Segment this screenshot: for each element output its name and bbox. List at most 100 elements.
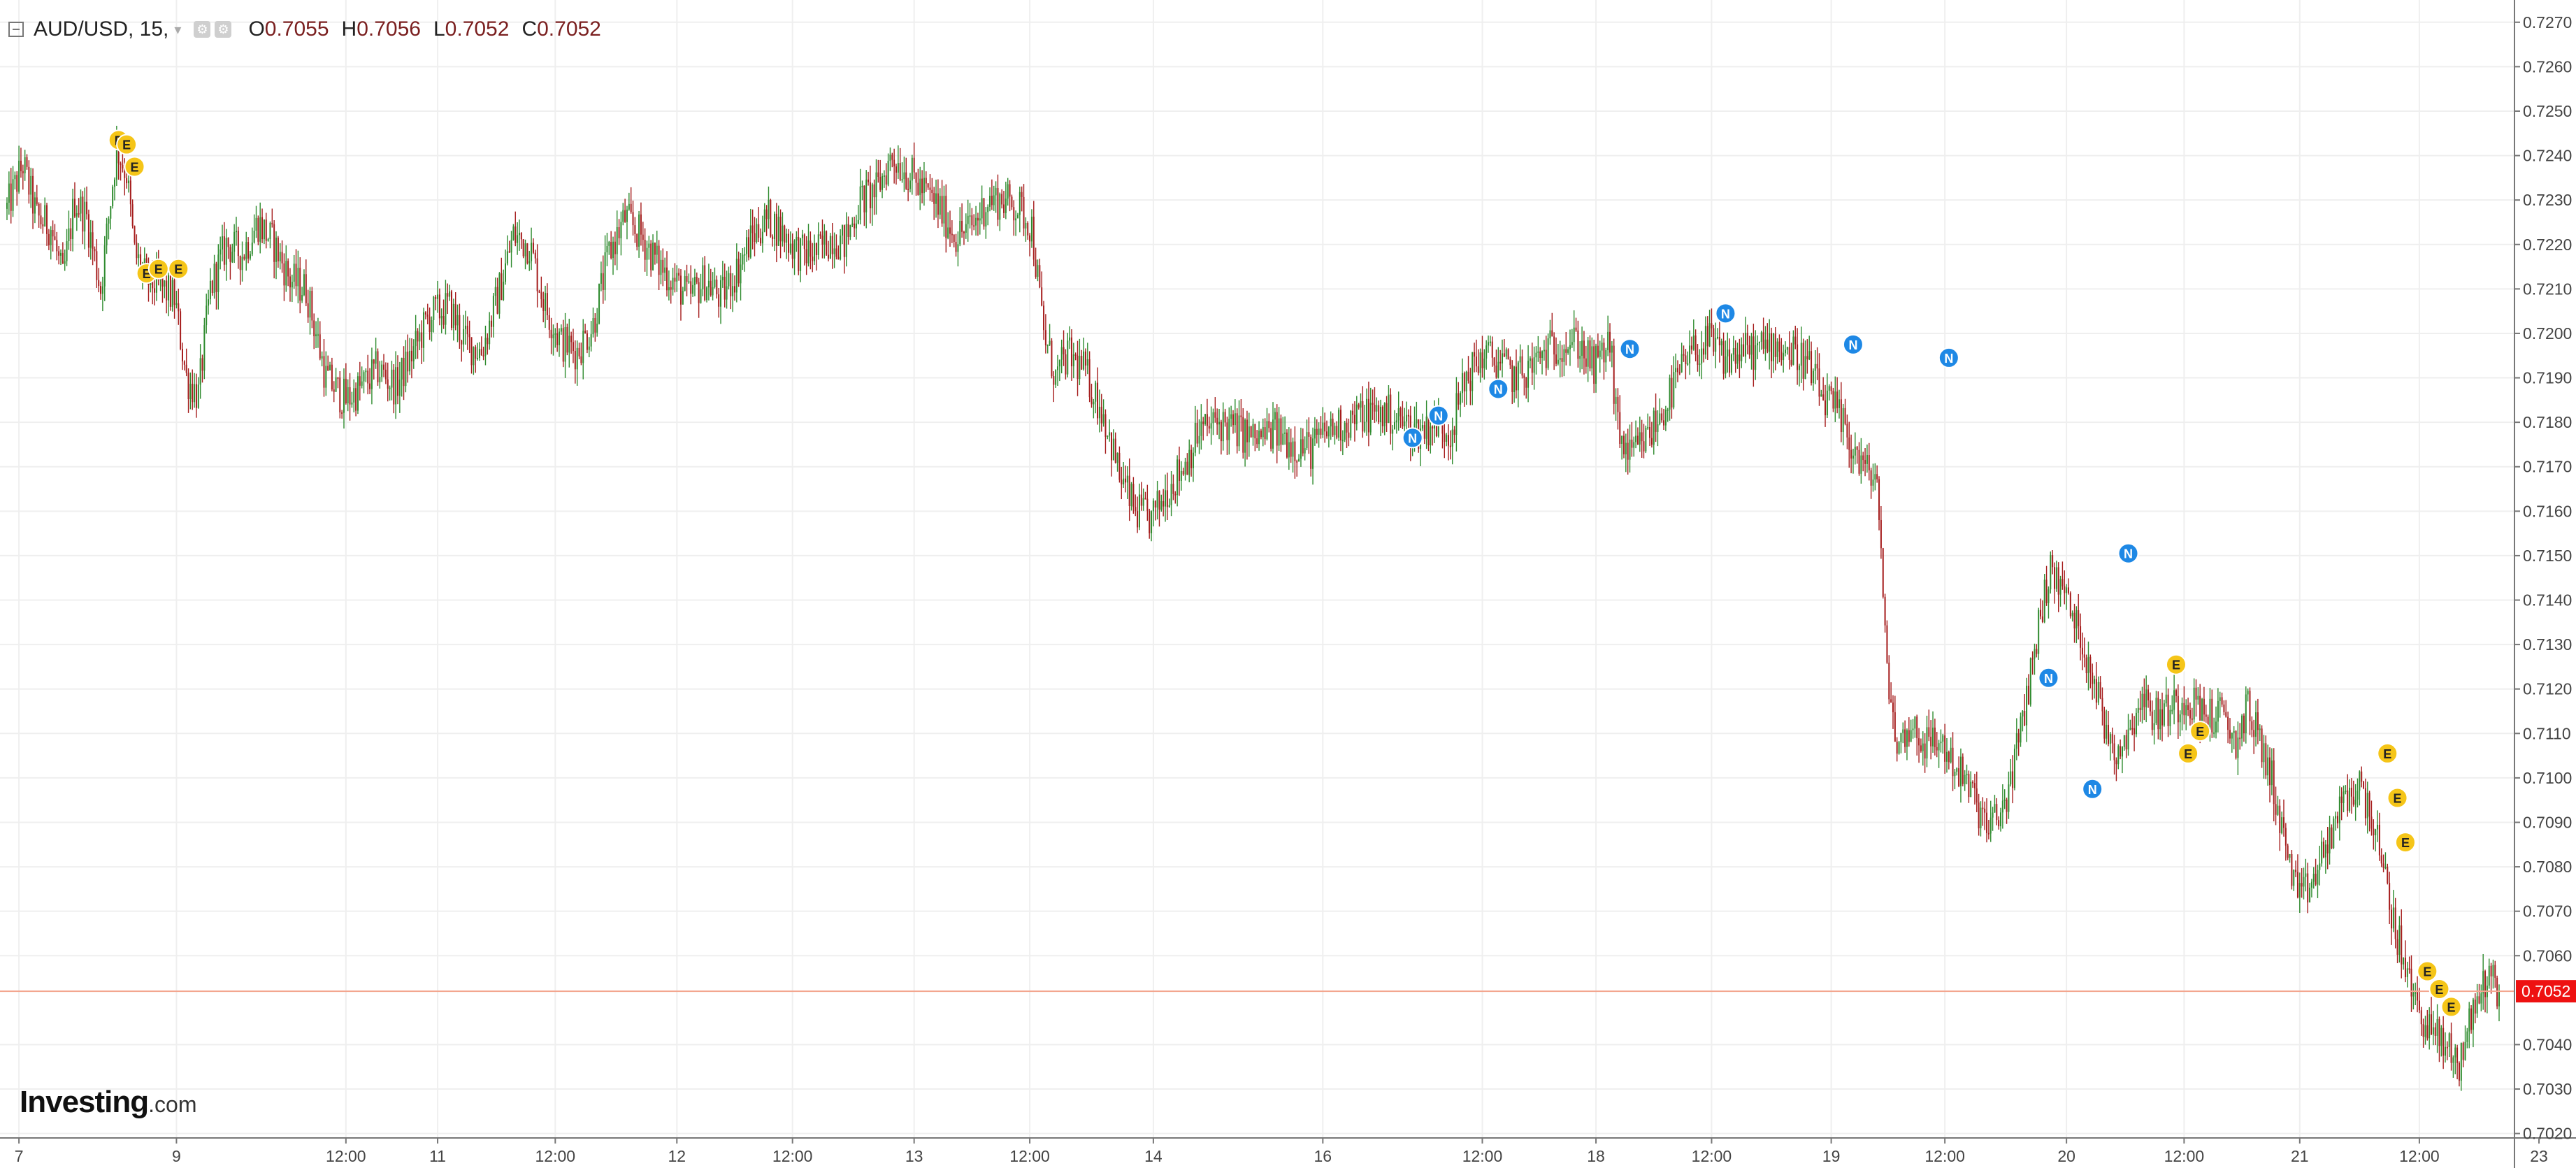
candle xyxy=(1447,424,1449,461)
candle xyxy=(187,368,189,413)
candle xyxy=(2422,1018,2424,1048)
news-event-marker[interactable]: N xyxy=(1488,378,1509,400)
candle xyxy=(1519,344,1521,374)
time-axis[interactable] xyxy=(0,1138,2576,1168)
symbol-label[interactable]: AUD/USD, 15, xyxy=(34,17,169,41)
candle xyxy=(1703,342,1705,363)
candle xyxy=(1208,417,1210,434)
candle xyxy=(1681,343,1683,373)
candle-body xyxy=(955,241,957,252)
candle-body xyxy=(1039,265,1041,288)
candle-body xyxy=(2223,704,2225,712)
candle xyxy=(2279,799,2281,851)
candle-body xyxy=(1836,391,1839,408)
news-event-marker[interactable]: N xyxy=(1938,347,1959,368)
candle-body xyxy=(489,320,491,345)
candle xyxy=(279,243,281,270)
candle-body xyxy=(1992,812,1994,818)
economic-event-marker[interactable]: E xyxy=(2387,787,2408,809)
candle-body xyxy=(1491,341,1493,358)
candle-body xyxy=(2235,730,2237,758)
economic-event-marker[interactable]: E xyxy=(2165,654,2187,675)
news-event-marker[interactable]: N xyxy=(1619,338,1641,360)
candle-body xyxy=(837,257,840,260)
candle-body xyxy=(1657,424,1659,432)
chevron-down-icon[interactable]: ▾ xyxy=(174,22,182,38)
candle xyxy=(1741,337,1743,368)
economic-event-marker[interactable]: E xyxy=(124,156,145,178)
candle-body xyxy=(1130,484,1132,507)
candle-body xyxy=(1198,435,1200,444)
candle-body xyxy=(1208,426,1210,429)
settings-icon[interactable]: ⚙ xyxy=(194,21,211,38)
economic-event-marker[interactable]: E xyxy=(2417,960,2438,982)
candle xyxy=(1701,331,1703,380)
candle xyxy=(1204,413,1207,426)
candle xyxy=(2470,1005,2473,1034)
candle-body xyxy=(847,224,849,237)
candle xyxy=(1192,447,1194,482)
candle-body xyxy=(1264,427,1266,440)
candle-body xyxy=(602,273,604,290)
candle-body xyxy=(849,224,851,237)
news-event-marker[interactable]: N xyxy=(2082,778,2103,800)
candle xyxy=(823,224,826,259)
economic-event-marker[interactable]: E xyxy=(2394,832,2416,853)
candle-body xyxy=(2281,817,2283,833)
candle xyxy=(470,337,473,374)
economic-event-marker[interactable]: E xyxy=(2178,742,2199,764)
candle-body xyxy=(1755,345,1757,370)
candle xyxy=(520,232,522,249)
economic-event-marker[interactable]: E xyxy=(147,258,169,280)
candle xyxy=(96,239,98,288)
news-event-marker[interactable]: N xyxy=(1402,427,1423,449)
economic-event-marker[interactable]: E xyxy=(116,134,138,155)
economic-event-marker[interactable]: E xyxy=(2189,721,2211,742)
candle xyxy=(1525,377,1527,399)
candle xyxy=(2417,976,2419,1013)
news-event-marker[interactable]: N xyxy=(2117,542,2139,564)
candle xyxy=(333,381,335,403)
candle xyxy=(1001,189,1003,209)
candle xyxy=(2349,779,2351,813)
candle-body xyxy=(782,225,784,242)
economic-event-marker[interactable]: E xyxy=(2440,996,2462,1018)
candle-body xyxy=(1432,426,1434,429)
candle-body xyxy=(2261,728,2263,763)
economic-event-marker[interactable]: E xyxy=(168,258,189,280)
candle xyxy=(251,227,253,257)
candle xyxy=(1692,319,1694,351)
news-event-marker[interactable]: N xyxy=(1715,303,1736,324)
news-event-marker[interactable]: N xyxy=(1427,405,1449,426)
candle xyxy=(208,289,210,315)
candle xyxy=(1380,399,1382,436)
candle xyxy=(2217,688,2219,733)
investing-logo[interactable]: Investing.com xyxy=(20,1085,197,1119)
x-tick-label: 19 xyxy=(1822,1147,1841,1165)
candle-body xyxy=(800,238,802,271)
candle xyxy=(1296,459,1298,477)
news-event-icon xyxy=(1842,333,1864,355)
candle xyxy=(1601,334,1603,360)
collapse-icon[interactable] xyxy=(8,22,24,37)
candle xyxy=(1930,720,1932,760)
candle-body xyxy=(396,367,398,396)
candle xyxy=(869,165,871,224)
candle-body xyxy=(56,240,58,252)
price-axis[interactable] xyxy=(2514,0,2576,1168)
last-price-tag-bg xyxy=(2516,980,2576,1003)
candle xyxy=(1964,770,1966,791)
candle-body xyxy=(349,387,351,405)
economic-event-marker[interactable]: E xyxy=(2429,978,2450,1000)
economic-event-marker[interactable]: E xyxy=(2377,742,2398,764)
news-event-marker[interactable]: N xyxy=(2038,667,2059,688)
candle xyxy=(1587,336,1589,382)
source-icon[interactable]: ⚙ xyxy=(215,21,232,38)
candle xyxy=(1423,421,1425,445)
news-event-marker[interactable]: N xyxy=(1842,333,1864,355)
candle-body xyxy=(329,364,331,370)
candle-body xyxy=(1124,478,1126,483)
candle xyxy=(1180,461,1182,491)
